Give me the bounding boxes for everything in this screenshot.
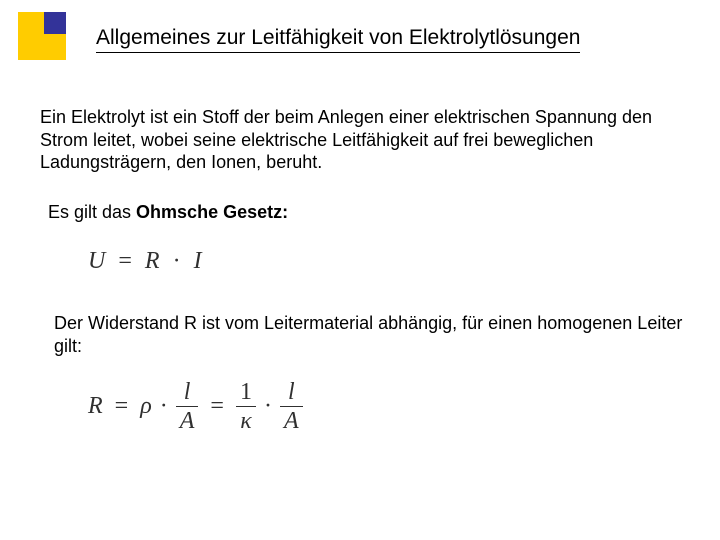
var-R2: R: [88, 393, 103, 420]
var-U: U: [88, 248, 106, 274]
frac3-den: A: [280, 406, 303, 433]
dot-1: ·: [167, 248, 188, 274]
equals-2: =: [109, 393, 135, 420]
dot-2: ·: [158, 393, 170, 420]
frac1-num: l: [180, 380, 195, 406]
var-R: R: [145, 248, 160, 274]
ohms-law-bold: Ohmsche Gesetz:: [136, 202, 288, 222]
resistance-paragraph: Der Widerstand R ist vom Leitermaterial …: [54, 312, 684, 357]
var-I: I: [194, 248, 203, 274]
equals-3: =: [204, 393, 230, 420]
var-rho: ρ: [140, 393, 152, 420]
formula-resistance: R = ρ · l A = 1 κ · l A: [88, 380, 303, 433]
equals-1: =: [112, 248, 138, 274]
fraction-l-over-A-2: l A: [280, 380, 303, 433]
slide-title: Allgemeines zur Leitfähigkeit von Elektr…: [96, 26, 580, 53]
ohms-law-intro-text: Es gilt das: [48, 202, 136, 222]
frac2-num: 1: [236, 380, 256, 406]
ohms-law-intro: Es gilt das Ohmsche Gesetz:: [48, 202, 288, 223]
slide-bullet-decoration: [18, 12, 66, 60]
dot-3: ·: [262, 393, 274, 420]
frac2-den: κ: [236, 406, 256, 433]
formula-ohms-law: U = R · I: [88, 248, 202, 275]
frac3-num: l: [284, 380, 299, 406]
intro-paragraph: Ein Elektrolyt ist ein Stoff der beim An…: [40, 106, 680, 174]
frac1-den: A: [176, 406, 199, 433]
fraction-l-over-A-1: l A: [176, 380, 199, 433]
fraction-1-over-kappa: 1 κ: [236, 380, 256, 433]
